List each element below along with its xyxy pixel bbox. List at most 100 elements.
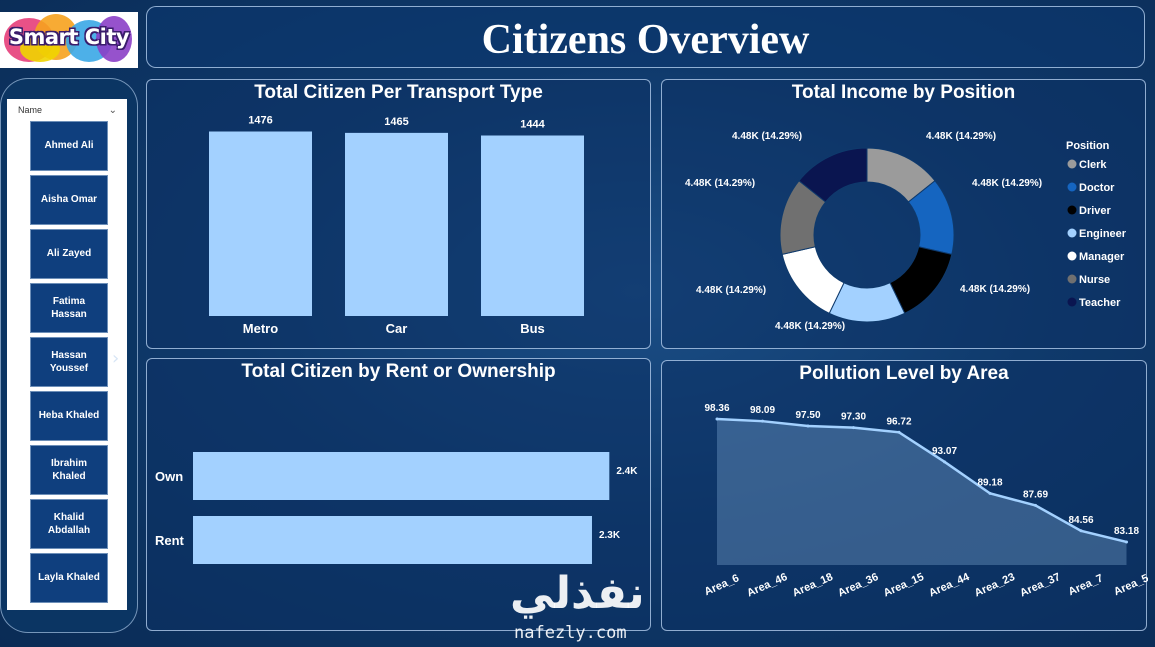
income-legend-marker — [1067, 182, 1077, 192]
page-title: Citizens Overview — [481, 17, 810, 63]
pollution-panel: Pollution Level by Area 98.36 Area_6 98.09… — [661, 360, 1148, 631]
pollution-data-label: 98.09 — [750, 405, 775, 416]
income-donut-slice — [798, 147, 868, 203]
income-legend-marker — [1067, 297, 1077, 307]
income-data-label: 4.48K (14.29%) — [775, 321, 845, 332]
slicer-header[interactable]: Name ⌄ — [18, 105, 119, 119]
slicer-item[interactable]: Ahmed Ali — [30, 121, 108, 171]
slicer-item[interactable]: Fatima Hassan — [30, 283, 108, 333]
logo-text: Smart City — [8, 25, 130, 49]
slicer-item[interactable]: Heba Khaled — [30, 391, 108, 441]
pollution-category-label: Area_37 — [1018, 571, 1062, 599]
income-legend-label: Engineer — [1079, 228, 1127, 240]
transport-category-label: Car — [386, 321, 408, 336]
chevron-down-icon[interactable]: ⌄ — [108, 105, 117, 116]
chevron-right-icon[interactable]: › — [112, 348, 120, 369]
rent-bar-chart: Own 2.4K Rent 2.3K — [155, 452, 638, 564]
income-chart-title: Total Income by Position — [791, 82, 1016, 103]
income-legend-label: Doctor — [1079, 182, 1115, 194]
income-legend-marker — [1067, 159, 1077, 169]
rent-category-label: Own — [155, 469, 183, 484]
rent-chart-title: Total Citizen by Rent or Ownership — [241, 361, 556, 382]
income-legend-label: Teacher — [1079, 297, 1121, 309]
pollution-data-label: 89.18 — [977, 477, 1002, 488]
pollution-area-chart: 98.36 Area_6 98.09 Area_46 97.50 Area_18 97.30… — [703, 403, 1148, 600]
rent-bar — [193, 516, 592, 564]
pollution-point — [852, 426, 855, 430]
transport-panel: Total Citizen Per Transport Type 1476 Met… — [146, 79, 651, 349]
watermark-arabic: نفذلي — [510, 568, 645, 619]
pollution-category-label: Area_7 — [1067, 572, 1105, 598]
pollution-data-label: 87.69 — [1023, 489, 1048, 500]
income-panel: Total Income by Position 4.48K (14.29%) 4… — [661, 79, 1146, 349]
pollution-category-label: Area_6 — [703, 572, 741, 598]
pollution-point — [1079, 529, 1083, 533]
transport-chart-title: Total Citizen Per Transport Type — [254, 82, 543, 103]
income-data-label: 4.48K (14.29%) — [926, 131, 996, 142]
pollution-category-label: Area_44 — [927, 571, 972, 600]
pollution-series-line — [716, 417, 1127, 544]
rent-category-label: Rent — [155, 533, 185, 548]
slicer-item[interactable]: Layla Khaled — [30, 553, 108, 603]
pollution-data-label: 97.30 — [841, 412, 866, 423]
pollution-point — [943, 460, 946, 464]
pollution-point — [988, 491, 992, 495]
transport-category-label: Bus — [520, 321, 545, 336]
smart-city-logo: Smart City — [0, 12, 138, 68]
income-legend-marker — [1067, 205, 1077, 215]
transport-bar — [345, 132, 448, 316]
slicer-item[interactable]: Hassan Youssef — [30, 337, 108, 387]
income-legend-marker — [1067, 228, 1077, 238]
pollution-data-label: 93.07 — [932, 446, 957, 457]
pollution-category-label: Area_23 — [973, 571, 1017, 599]
pollution-point — [1034, 503, 1037, 507]
rent-panel: Total Citizen by Rent or Ownership Own 2.… — [146, 358, 651, 631]
income-legend-label: Driver — [1079, 205, 1112, 217]
income-data-label: 4.48K (14.29%) — [685, 178, 755, 189]
income-legend-label: Manager — [1079, 251, 1125, 263]
income-legend-marker — [1067, 251, 1077, 261]
transport-bar-chart: 1476 Metro 1465 Car 1444 Bus — [209, 115, 584, 336]
pollution-category-label: Area_15 — [882, 571, 926, 599]
slicer-item[interactable]: Aisha Omar — [30, 175, 108, 225]
income-legend-title: Position — [1066, 140, 1110, 152]
transport-bar — [481, 135, 584, 316]
pollution-point — [806, 424, 810, 428]
slicer-header-label: Name — [18, 105, 43, 115]
pollution-category-label: Area_18 — [791, 571, 835, 599]
title-bar: Citizens Overview — [146, 6, 1145, 68]
pollution-data-label: 98.36 — [704, 403, 729, 414]
income-data-label: 4.48K (14.29%) — [960, 284, 1030, 295]
pollution-point — [1125, 540, 1128, 544]
income-data-label: 4.48K (14.29%) — [696, 285, 766, 296]
income-legend-label: Clerk — [1079, 159, 1107, 171]
name-slicer: Name ⌄ Ahmed Ali Aisha Omar Ali Zayed Fa… — [7, 99, 127, 610]
income-data-label: 4.48K (14.29%) — [972, 178, 1042, 189]
pollution-data-label: 83.18 — [1114, 526, 1139, 537]
slicer-item[interactable]: Ali Zayed — [30, 229, 108, 279]
transport-category-label: Metro — [243, 321, 278, 336]
transport-bar — [209, 131, 312, 316]
rent-data-label: 2.3K — [599, 530, 621, 541]
pollution-point — [897, 430, 901, 434]
pollution-category-label: Area_5 — [1112, 572, 1148, 598]
pollution-data-label: 84.56 — [1068, 515, 1093, 526]
pollution-point — [715, 417, 719, 421]
pollution-point — [761, 419, 764, 423]
pollution-category-label: Area_46 — [745, 571, 789, 599]
pollution-area-fill — [717, 419, 1127, 565]
pollution-data-label: 96.72 — [886, 416, 911, 427]
pollution-data-label: 97.50 — [795, 410, 820, 421]
income-legend-label: Nurse — [1079, 274, 1110, 286]
income-legend-marker — [1067, 274, 1077, 284]
income-donut-chart: 4.48K (14.29%) 4.48K (14.29%) 4.48K (14.29… — [685, 131, 1127, 332]
slicer-item[interactable]: Ibrahim Khaled — [30, 445, 108, 495]
pollution-category-label: Area_36 — [836, 571, 880, 599]
rent-bar — [193, 452, 610, 500]
pollution-chart-title: Pollution Level by Area — [799, 363, 1009, 384]
slicer-item[interactable]: Khalid Abdallah — [30, 499, 108, 549]
watermark-url: nafezly.com — [514, 623, 627, 643]
transport-data-label: 1444 — [520, 119, 545, 131]
transport-data-label: 1476 — [248, 115, 272, 127]
rent-data-label: 2.4K — [616, 466, 638, 477]
